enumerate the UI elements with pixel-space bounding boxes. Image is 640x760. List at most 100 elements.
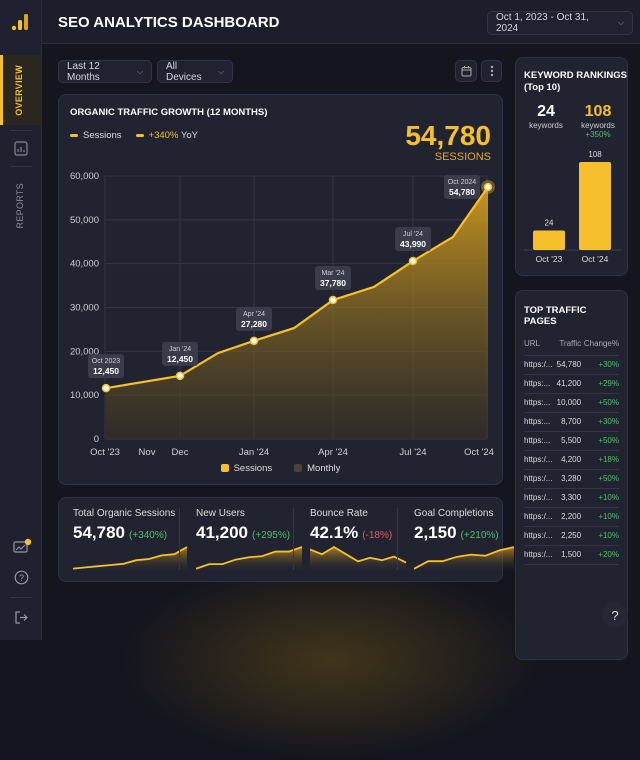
bar-value-label: 108 [588,150,602,159]
page-change: +30% [581,412,619,432]
help-icon[interactable]: ? [14,570,29,585]
legend-yoy: +340% YoY [135,130,198,141]
annotation-label: Mar '24 [321,270,344,277]
kpi-item: Total Organic Sessions 54,780 (+340%) [59,498,191,583]
data-point [408,256,418,266]
more-vertical-icon [490,65,493,77]
date-range-picker[interactable]: Oct 1, 2023 - Oct 31, 2024 ⌵ [487,11,633,35]
annotation-label: Oct 2023 [92,358,121,365]
annotation-box [162,341,198,366]
page-url[interactable]: https:/... [524,469,555,489]
annotation-value: 37,780 [320,278,346,288]
table-row[interactable]: https:/... 1,500 +20% [524,545,619,565]
bar-category-label: Oct '24 [582,254,609,264]
kpi-value: 41,200 (+295%) [196,523,291,542]
kpi-sparkline [196,546,303,573]
sidebar-item-overview[interactable]: OVERVIEW [0,55,42,125]
kpi-value: 42.1% (-18%) [310,523,393,542]
sidebar-item-reports[interactable]: REPORTS [15,183,25,229]
kpi-item: New Users 41,200 (+295%) [182,498,306,583]
kpi-item: Goal Completions 2,150 (+210%) [400,498,518,583]
x-tick-label: Apr '24 [318,447,348,458]
keywords-before: 24 keywords [529,103,563,130]
top-traffic-pages-card: TOP TRAFFIC PAGES URL Traffic Change% https… [515,290,628,660]
x-tick-label: Jan '24 [239,447,269,458]
page-url[interactable]: https:/... [524,355,555,375]
total-sessions-label: SESSIONS [434,151,491,163]
sparkline-line [196,546,303,570]
kpi-label: Goal Completions [414,508,494,519]
sidebar: OVERVIEW REPORTS ? [0,0,42,640]
period-dropdown[interactable]: Last 12 Months ⌵ [58,60,152,83]
page-url[interactable]: https:... [524,393,555,413]
table-row[interactable]: https:... 10,000 +50% [524,393,619,413]
svg-text:?: ? [19,573,24,583]
bar-chart-logo-icon [11,14,28,31]
table-row[interactable]: https:/... 2,200 +10% [524,507,619,527]
annotation-label: Jan '24 [169,346,191,353]
traffic-area-chart: 0 10,000 20,000 30,000 40,000 50,000 60,000 Oct… [70,171,495,458]
page-url[interactable]: https:/... [524,488,555,508]
devices-dropdown[interactable]: All Devices ⌵ [157,60,233,83]
table-row[interactable]: https:/... 4,200 +18% [524,450,619,470]
chart-bottom-legend: Sessions Monthly [59,463,502,474]
annotation-box [315,266,351,291]
total-sessions: 54,780 SESSIONS [405,120,491,164]
data-point [483,182,493,192]
total-sessions-value: 54,780 [405,120,491,151]
sidebar-item-label: OVERVIEW [14,65,24,116]
header: SEO ANALYTICS DASHBOARD Oct 1, 2023 - Oc… [42,0,640,44]
page-change: +10% [581,488,619,508]
monitor-trend-icon[interactable] [13,538,33,556]
kpi-sparkline [414,546,515,573]
annotation-value: 54,780 [449,187,475,197]
page-traffic: 10,000 [554,393,582,413]
logout-icon[interactable] [14,610,29,625]
table-row[interactable]: https:... 8,700 +30% [524,412,619,432]
chevron-down-icon: ⌵ [136,66,143,76]
annotation-value: 12,450 [93,366,119,376]
page-traffic: 2,250 [554,526,582,546]
keywords-after: 108 keywords +350% [581,103,615,139]
calendar-button[interactable] [455,60,477,82]
help-button[interactable]: ? [602,602,628,628]
table-row[interactable]: https:... 5,500 +50% [524,431,619,451]
chevron-down-icon: ⌵ [617,18,624,27]
x-tick-label: Oct '23 [90,447,120,458]
page-change: +50% [581,393,619,413]
kpi-label: Bounce Rate [310,508,368,519]
data-point [249,336,259,346]
page-traffic: 4,200 [554,450,582,470]
page-traffic: 54,780 [554,355,582,375]
page-url[interactable]: https:/... [524,526,555,546]
table-row[interactable]: https:/... 54,780 +30% [524,355,619,375]
page-change: +20% [581,545,619,565]
report-icon[interactable] [14,141,28,156]
page-change: +30% [581,355,619,375]
page-url[interactable]: https:/... [524,545,555,565]
page-url[interactable]: https:/... [524,450,555,470]
page-traffic: 2,200 [554,507,582,527]
kpi-label: New Users [196,508,245,519]
date-range-label: Oct 1, 2023 - Oct 31, 2024 [496,12,589,34]
more-options-button[interactable] [481,60,502,82]
legend-sessions: Sessions [70,130,122,141]
column-header: Traffic [554,333,582,356]
sessions-line [105,186,489,390]
table-row[interactable]: https:/... 3,280 +50% [524,469,619,489]
page-url[interactable]: https:/... [524,507,555,527]
page-url[interactable]: https:... [524,412,555,432]
chart-title: ORGANIC TRAFFIC GROWTH (12 MONTHS) [70,107,268,118]
table-row[interactable]: https:/... 2,250 +10% [524,526,619,546]
y-tick-label: 10,000 [70,390,99,401]
top-pages-title: TOP TRAFFIC PAGES [524,305,587,327]
kpi-divider [397,508,398,570]
page-url[interactable]: https:... [524,431,555,451]
page-change: +29% [581,374,619,394]
annotation-value: 12,450 [167,354,193,364]
table-row[interactable]: https:/... 3,300 +10% [524,488,619,508]
kpi-sparkline [73,546,188,573]
page-url[interactable]: https:... [524,374,555,394]
kpi-item: Bounce Rate 42.1% (-18%) [296,498,410,583]
table-row[interactable]: https:... 41,200 +29% [524,374,619,394]
